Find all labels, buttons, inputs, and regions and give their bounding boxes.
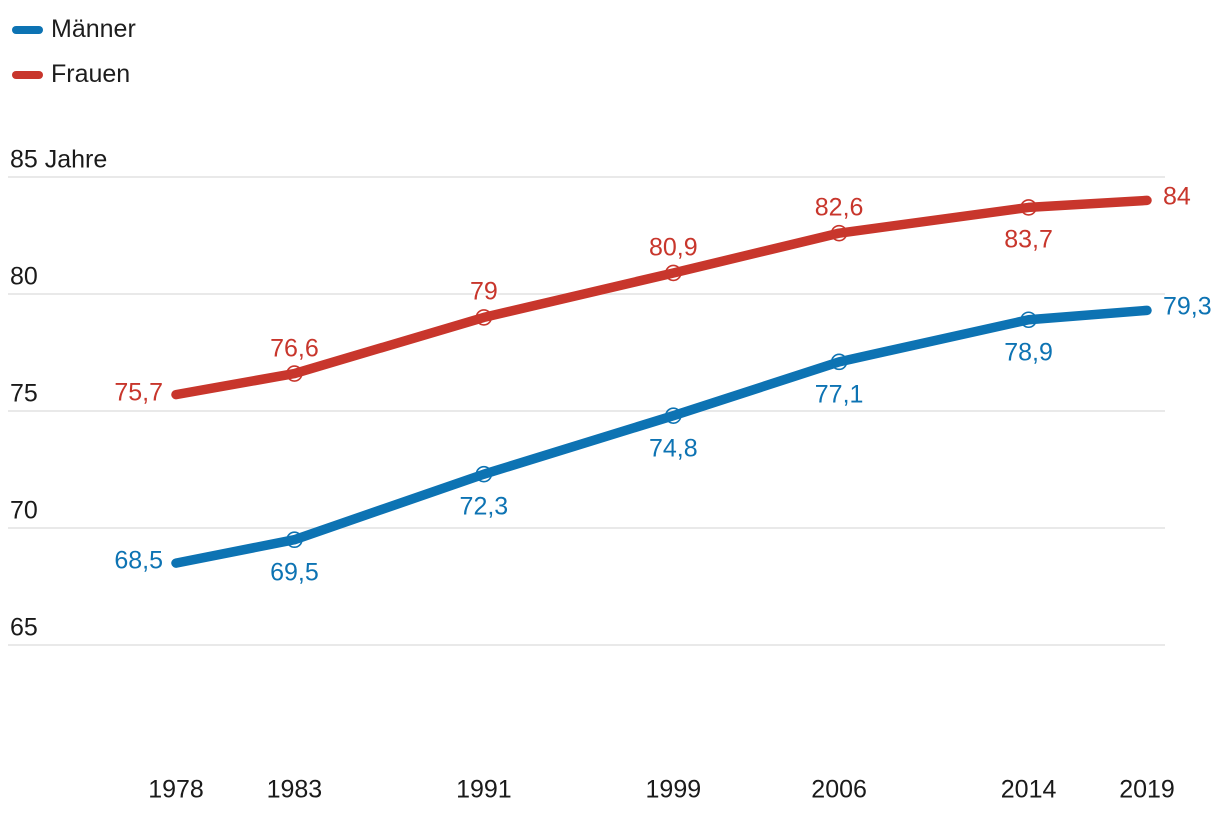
value-label-0-2019: 79,3 <box>1163 292 1212 321</box>
series-line-1 <box>171 195 1152 400</box>
data-point-marker-0-1991 <box>475 465 493 483</box>
x-axis-tick-label-2019: 2019 <box>1119 775 1175 804</box>
value-label-0-1991: 72,3 <box>459 492 509 521</box>
data-point-marker-0-2014 <box>1020 311 1037 329</box>
value-label-0-1978: 68,5 <box>114 546 163 575</box>
legend-swatch-frauen-icon <box>12 70 43 79</box>
x-axis-tick-label-1991: 1991 <box>456 775 512 804</box>
data-point-marker-1-1999 <box>665 264 682 282</box>
legend-item-maenner: Männer <box>12 15 136 44</box>
data-point-marker-0-1999 <box>665 407 682 424</box>
data-point-marker-0-1983 <box>286 531 303 549</box>
y-axis-tick-label-75: 75 <box>10 379 38 408</box>
x-axis-tick-label-2014: 2014 <box>1000 775 1057 804</box>
value-label-0-1999: 74,8 <box>648 434 698 463</box>
series-line-0 <box>171 305 1152 568</box>
y-axis-tick-label-65: 65 <box>10 613 38 642</box>
value-label-0-1983: 69,5 <box>270 558 319 587</box>
y-axis-tick-label-85: 85 Jahre <box>10 145 108 174</box>
x-axis-tick-label-1999: 1999 <box>645 775 702 804</box>
legend-label-maenner: Männer <box>51 15 136 43</box>
value-label-1-1983: 76,6 <box>270 334 319 363</box>
value-label-1-1991: 79 <box>469 277 498 306</box>
data-point-marker-1-1983 <box>286 365 303 382</box>
value-label-0-2014: 78,9 <box>1004 338 1053 367</box>
data-point-marker-1-2014 <box>1020 199 1037 216</box>
x-axis-tick-label-1978: 1978 <box>148 775 204 804</box>
y-axis-tick-label-70: 70 <box>10 496 38 525</box>
data-point-marker-0-2006 <box>830 353 848 371</box>
legend: Männer Frauen <box>12 15 136 89</box>
value-label-1-2006: 82,6 <box>814 193 864 222</box>
value-label-0-2006: 77,1 <box>814 380 864 409</box>
y-axis-tick-label-80: 80 <box>10 262 38 291</box>
x-axis-tick-label-2006: 2006 <box>811 775 867 804</box>
value-label-1-2019: 84 <box>1163 182 1191 211</box>
value-label-1-2014: 83,7 <box>1004 225 1053 254</box>
x-axis-tick-label-1983: 1983 <box>266 775 323 804</box>
data-point-marker-1-1991 <box>475 309 493 326</box>
value-label-1-1999: 80,9 <box>648 233 698 262</box>
legend-swatch-maenner-icon <box>12 25 43 34</box>
value-label-1-1978: 75,7 <box>114 378 163 407</box>
data-point-marker-1-2006 <box>830 224 848 242</box>
legend-label-frauen: Frauen <box>51 60 131 88</box>
legend-item-frauen: Frauen <box>12 60 136 89</box>
